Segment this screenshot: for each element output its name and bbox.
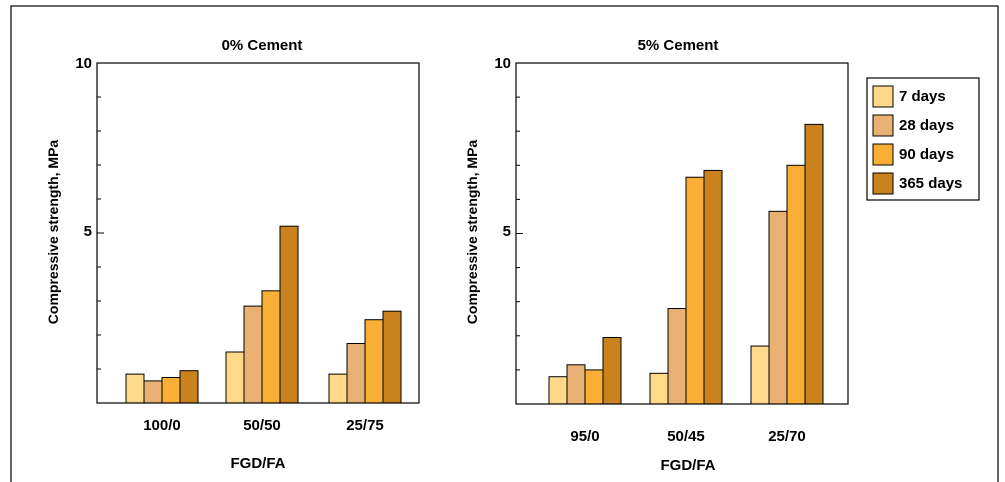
chart-0-bar-100-0-7-days xyxy=(125,373,145,404)
chart-0-ylabel: Compressive strength, MPa xyxy=(45,140,61,325)
chart-0-bar-50-50-90-days xyxy=(261,290,281,404)
chart-1-bars xyxy=(548,123,824,405)
chart-1-bar-95-0-365-days xyxy=(602,337,622,405)
chart-1-bar-50-45-28-days xyxy=(667,308,687,405)
chart-0-bar-100-0-28-days xyxy=(143,380,163,404)
legend-label-7-days: 7 days xyxy=(899,88,946,105)
chart-5-cement: 5% Cement Compressive strength, MPa FGD/… xyxy=(464,37,849,474)
chart-0-ytick-label-5: 5 xyxy=(84,223,92,240)
chart-1-ticks xyxy=(516,62,523,405)
chart-1-bar-25-70-7-days xyxy=(750,345,770,405)
chart-0-xlabel: FGD/FA xyxy=(231,455,286,472)
chart-0-category-label: 100/0 xyxy=(143,417,181,434)
chart-1-bar-25-70-365-days xyxy=(804,123,824,405)
chart-0-bar-100-0-90-days xyxy=(161,377,181,404)
figure-border xyxy=(10,5,999,482)
legend: 7 days 28 days 90 days 365 days xyxy=(866,77,980,201)
chart-0-title: 0% Cement xyxy=(222,37,303,54)
legend-swatch-365-days xyxy=(872,172,894,195)
chart-1-category-labels: 95/0 50/45 25/70 xyxy=(570,428,805,445)
chart-0-bar-25-75-90-days xyxy=(364,319,384,404)
chart-0-ticks xyxy=(97,62,104,404)
chart-0-bar-25-75-7-days xyxy=(328,373,348,404)
chart-0-bar-50-50-7-days xyxy=(225,351,245,404)
chart-0-plot-frame xyxy=(96,62,420,404)
chart-0-bar-25-75-365-days xyxy=(382,310,402,404)
chart-0-category-label: 25/75 xyxy=(346,417,384,434)
chart-1-category-label: 25/70 xyxy=(768,428,806,445)
chart-1-category-label: 95/0 xyxy=(570,428,599,445)
chart-1-bar-95-0-7-days xyxy=(548,376,568,405)
chart-1-bar-95-0-90-days xyxy=(584,369,604,405)
chart-0-category-labels: 100/0 50/50 25/75 xyxy=(143,417,384,434)
chart-0-ytick-label-10: 10 xyxy=(75,55,92,72)
chart-1-bar-25-70-28-days xyxy=(768,210,788,405)
chart-1-ytick-label-5: 5 xyxy=(503,223,511,240)
chart-1-bar-25-70-90-days xyxy=(786,164,806,405)
chart-0-cement: 0% Cement Compressive strength, MPa FGD/… xyxy=(45,37,420,472)
legend-swatch-28-days xyxy=(872,114,894,137)
chart-0-bar-50-50-365-days xyxy=(279,225,299,404)
legend-label-28-days: 28 days xyxy=(899,117,954,134)
chart-1-ylabel: Compressive strength, MPa xyxy=(464,140,480,325)
legend-items: 7 days 28 days 90 days 365 days xyxy=(872,85,962,195)
chart-0-bar-100-0-365-days xyxy=(179,370,199,404)
chart-0-category-label: 50/50 xyxy=(243,417,281,434)
chart-1-category-label: 50/45 xyxy=(667,428,705,445)
chart-1-plot-frame xyxy=(515,62,849,405)
chart-1-bar-50-45-365-days xyxy=(703,169,723,405)
chart-1-bar-50-45-90-days xyxy=(685,176,705,405)
chart-1-bar-50-45-7-days xyxy=(649,372,669,405)
chart-0-bar-25-75-28-days xyxy=(346,343,366,404)
legend-swatch-7-days xyxy=(872,85,894,108)
legend-label-90-days: 90 days xyxy=(899,146,954,163)
chart-1-title: 5% Cement xyxy=(638,37,719,54)
chart-1-bar-95-0-28-days xyxy=(566,364,586,405)
chart-1-ytick-label-10: 10 xyxy=(494,55,511,72)
chart-0-bar-50-50-28-days xyxy=(243,305,263,404)
legend-swatch-90-days xyxy=(872,143,894,166)
chart-1-xlabel: FGD/FA xyxy=(661,457,716,474)
legend-label-365-days: 365 days xyxy=(899,175,962,192)
chart-0-bars xyxy=(125,225,402,404)
